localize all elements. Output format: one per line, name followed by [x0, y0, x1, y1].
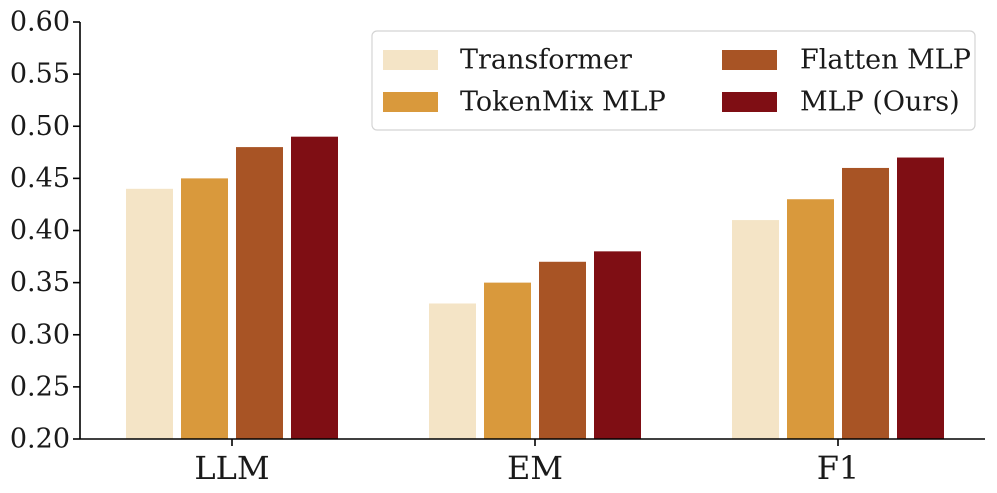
- bar-llm-flatten-mlp: [236, 147, 283, 439]
- x-tick-label-llm: LLM: [194, 449, 269, 487]
- legend: Transformer TokenMix MLP Flatten MLP MLP (O…: [371, 30, 976, 131]
- bars-group: [126, 136, 944, 440]
- bar-f1-mlp-ours: [897, 157, 944, 439]
- y-tick-label: 0.60: [10, 7, 70, 38]
- y-tick-label: 0.20: [10, 424, 70, 455]
- legend-swatch-tokenmix-mlp: [383, 92, 438, 112]
- y-tick-label: 0.35: [10, 267, 70, 298]
- legend-frame: [371, 30, 976, 131]
- legend-label-tokenmix-mlp: TokenMix MLP: [460, 87, 666, 118]
- y-tick-label: 0.30: [10, 319, 70, 350]
- bar-em-tokenmix-mlp: [484, 282, 531, 439]
- bar-f1-flatten-mlp: [842, 167, 889, 439]
- x-tick-label-f1: F1: [817, 449, 860, 487]
- legend-label-mlp-ours: MLP (Ours): [800, 87, 960, 118]
- legend-swatch-mlp-ours: [722, 92, 777, 112]
- legend-swatch-transformer: [383, 50, 438, 70]
- bar-f1-transformer: [732, 220, 779, 439]
- y-tick-label: 0.50: [10, 111, 70, 142]
- x-tick-label-em: EM: [507, 449, 563, 487]
- bar-f1-tokenmix-mlp: [787, 199, 834, 439]
- y-tick-label: 0.40: [10, 215, 70, 246]
- bar-llm-transformer: [126, 188, 173, 439]
- bar-em-transformer: [429, 303, 476, 439]
- y-tick-label: 0.45: [10, 163, 70, 194]
- bar-llm-mlp-ours: [291, 136, 338, 440]
- bar-em-mlp-ours: [594, 251, 641, 439]
- bar-llm-tokenmix-mlp: [181, 178, 228, 439]
- x-axis: LLM EM F1: [80, 438, 985, 487]
- y-tick-label: 0.55: [10, 59, 70, 90]
- legend-swatch-flatten-mlp: [722, 50, 777, 70]
- y-tick-label: 0.25: [10, 371, 70, 402]
- legend-label-transformer: Transformer: [460, 45, 632, 76]
- y-axis: 0.20 0.25 0.30 0.35 0.40 0.45 0.50 0.55 0.60: [10, 7, 81, 455]
- bar-em-flatten-mlp: [539, 261, 586, 439]
- legend-label-flatten-mlp: Flatten MLP: [800, 45, 971, 76]
